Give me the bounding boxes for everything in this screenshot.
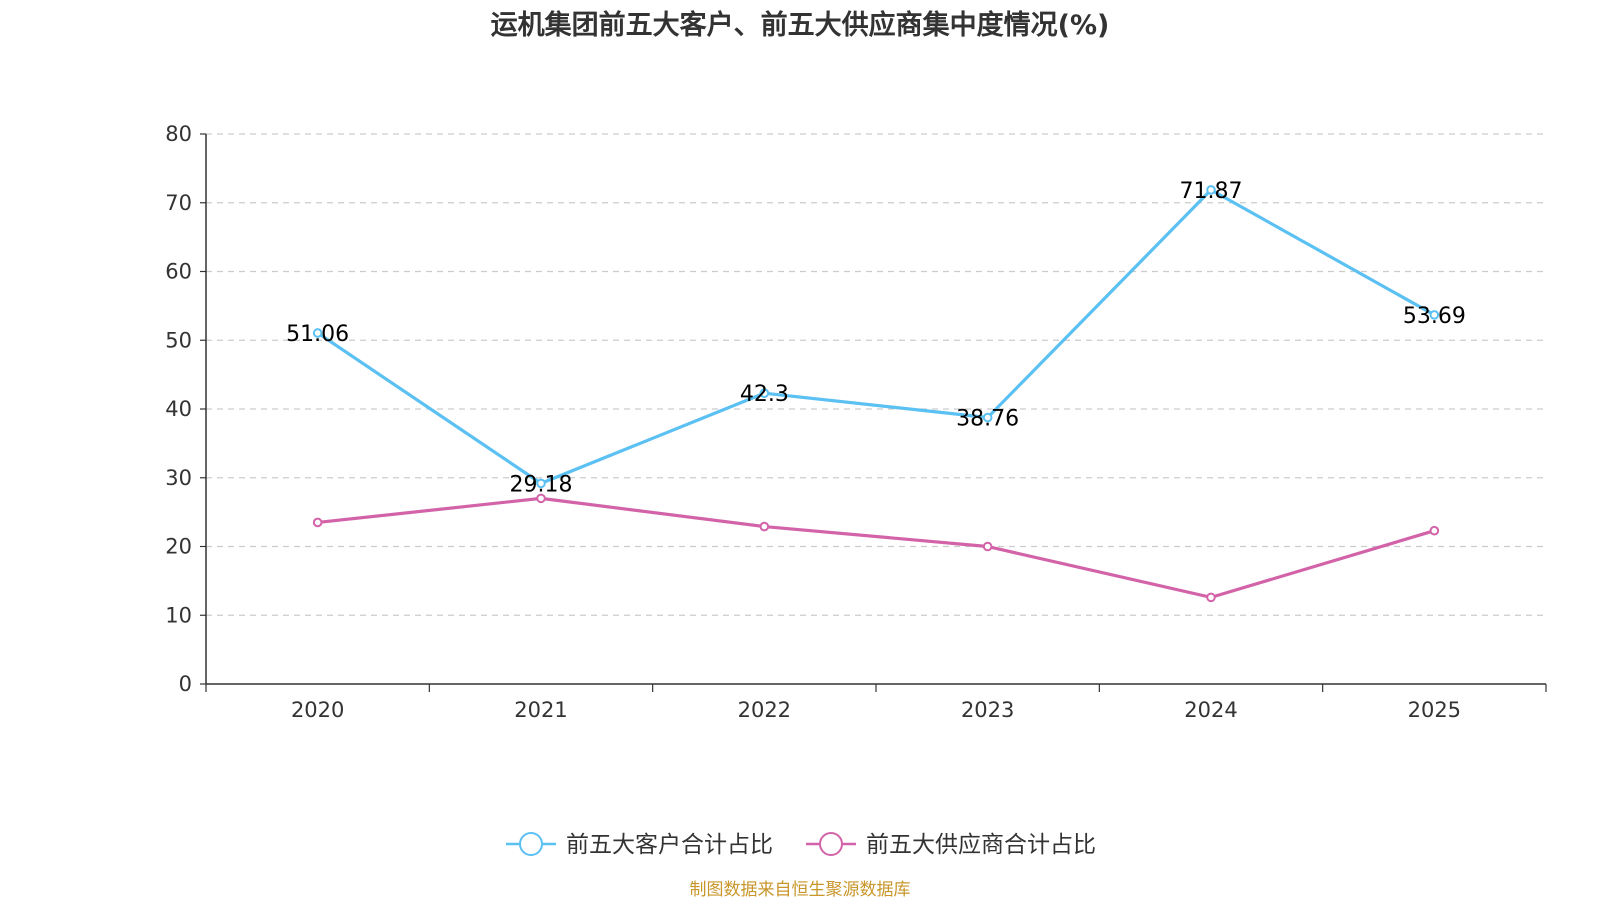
data-label: 42.3	[740, 382, 789, 407]
source-note: 制图数据来自恒生聚源数据库	[690, 880, 911, 900]
x-tick-label: 2025	[1408, 698, 1461, 722]
y-tick-label: 10	[165, 603, 192, 627]
data-point	[1206, 592, 1216, 603]
data-point	[312, 517, 323, 528]
legend: 前五大客户合计占比 前五大供应商合计占比	[506, 832, 1096, 858]
x-tick-label: 2020	[291, 698, 344, 722]
x-tick-label: 2024	[1184, 698, 1237, 722]
data-point	[1206, 185, 1216, 195]
axes: 0 10 20 30 40 50 60 70 80 2020 2021 2022 2023 2024 202…	[165, 122, 1547, 722]
data-point	[312, 328, 323, 338]
data-point	[759, 388, 770, 398]
series-line-1	[317, 496, 1435, 599]
legend-label: 前五大客户合计占比	[566, 832, 773, 858]
y-tick-label: 60	[165, 260, 192, 284]
series-line-0	[316, 188, 1436, 485]
chart-title: 运机集团前五大客户、前五大供应商集中度情况(%)	[491, 9, 1110, 41]
legend-marker	[519, 832, 543, 856]
data-point	[982, 412, 993, 423]
y-tick-label: 0	[179, 672, 192, 696]
legend-marker	[819, 832, 843, 856]
data-label: 38.76	[956, 407, 1019, 432]
data-point	[759, 521, 770, 532]
series-lines	[312, 185, 1440, 603]
data-point	[1429, 525, 1440, 536]
grid-lines	[206, 133, 1546, 616]
x-tick-label: 2022	[738, 698, 791, 722]
data-labels: 51.06 29.18 42.3 38.76 71.87 53.69	[286, 179, 1466, 497]
data-point	[536, 478, 546, 489]
y-tick-label: 30	[165, 466, 192, 490]
data-label: 51.06	[286, 322, 349, 347]
data-point	[1429, 310, 1440, 320]
data-label: 53.69	[1403, 304, 1466, 329]
y-tick-label: 40	[165, 397, 192, 421]
y-tick-label: 50	[165, 328, 192, 352]
data-point	[982, 541, 993, 552]
x-tick-label: 2021	[514, 698, 567, 722]
y-tick-label: 80	[165, 122, 192, 146]
legend-label: 前五大供应商合计占比	[866, 832, 1096, 858]
y-tick-label: 70	[165, 191, 192, 215]
data-label: 71.87	[1180, 179, 1243, 204]
y-tick-label: 20	[165, 535, 192, 559]
x-tick-label: 2023	[961, 698, 1014, 722]
data-label: 29.18	[510, 472, 573, 497]
data-point	[536, 493, 546, 504]
